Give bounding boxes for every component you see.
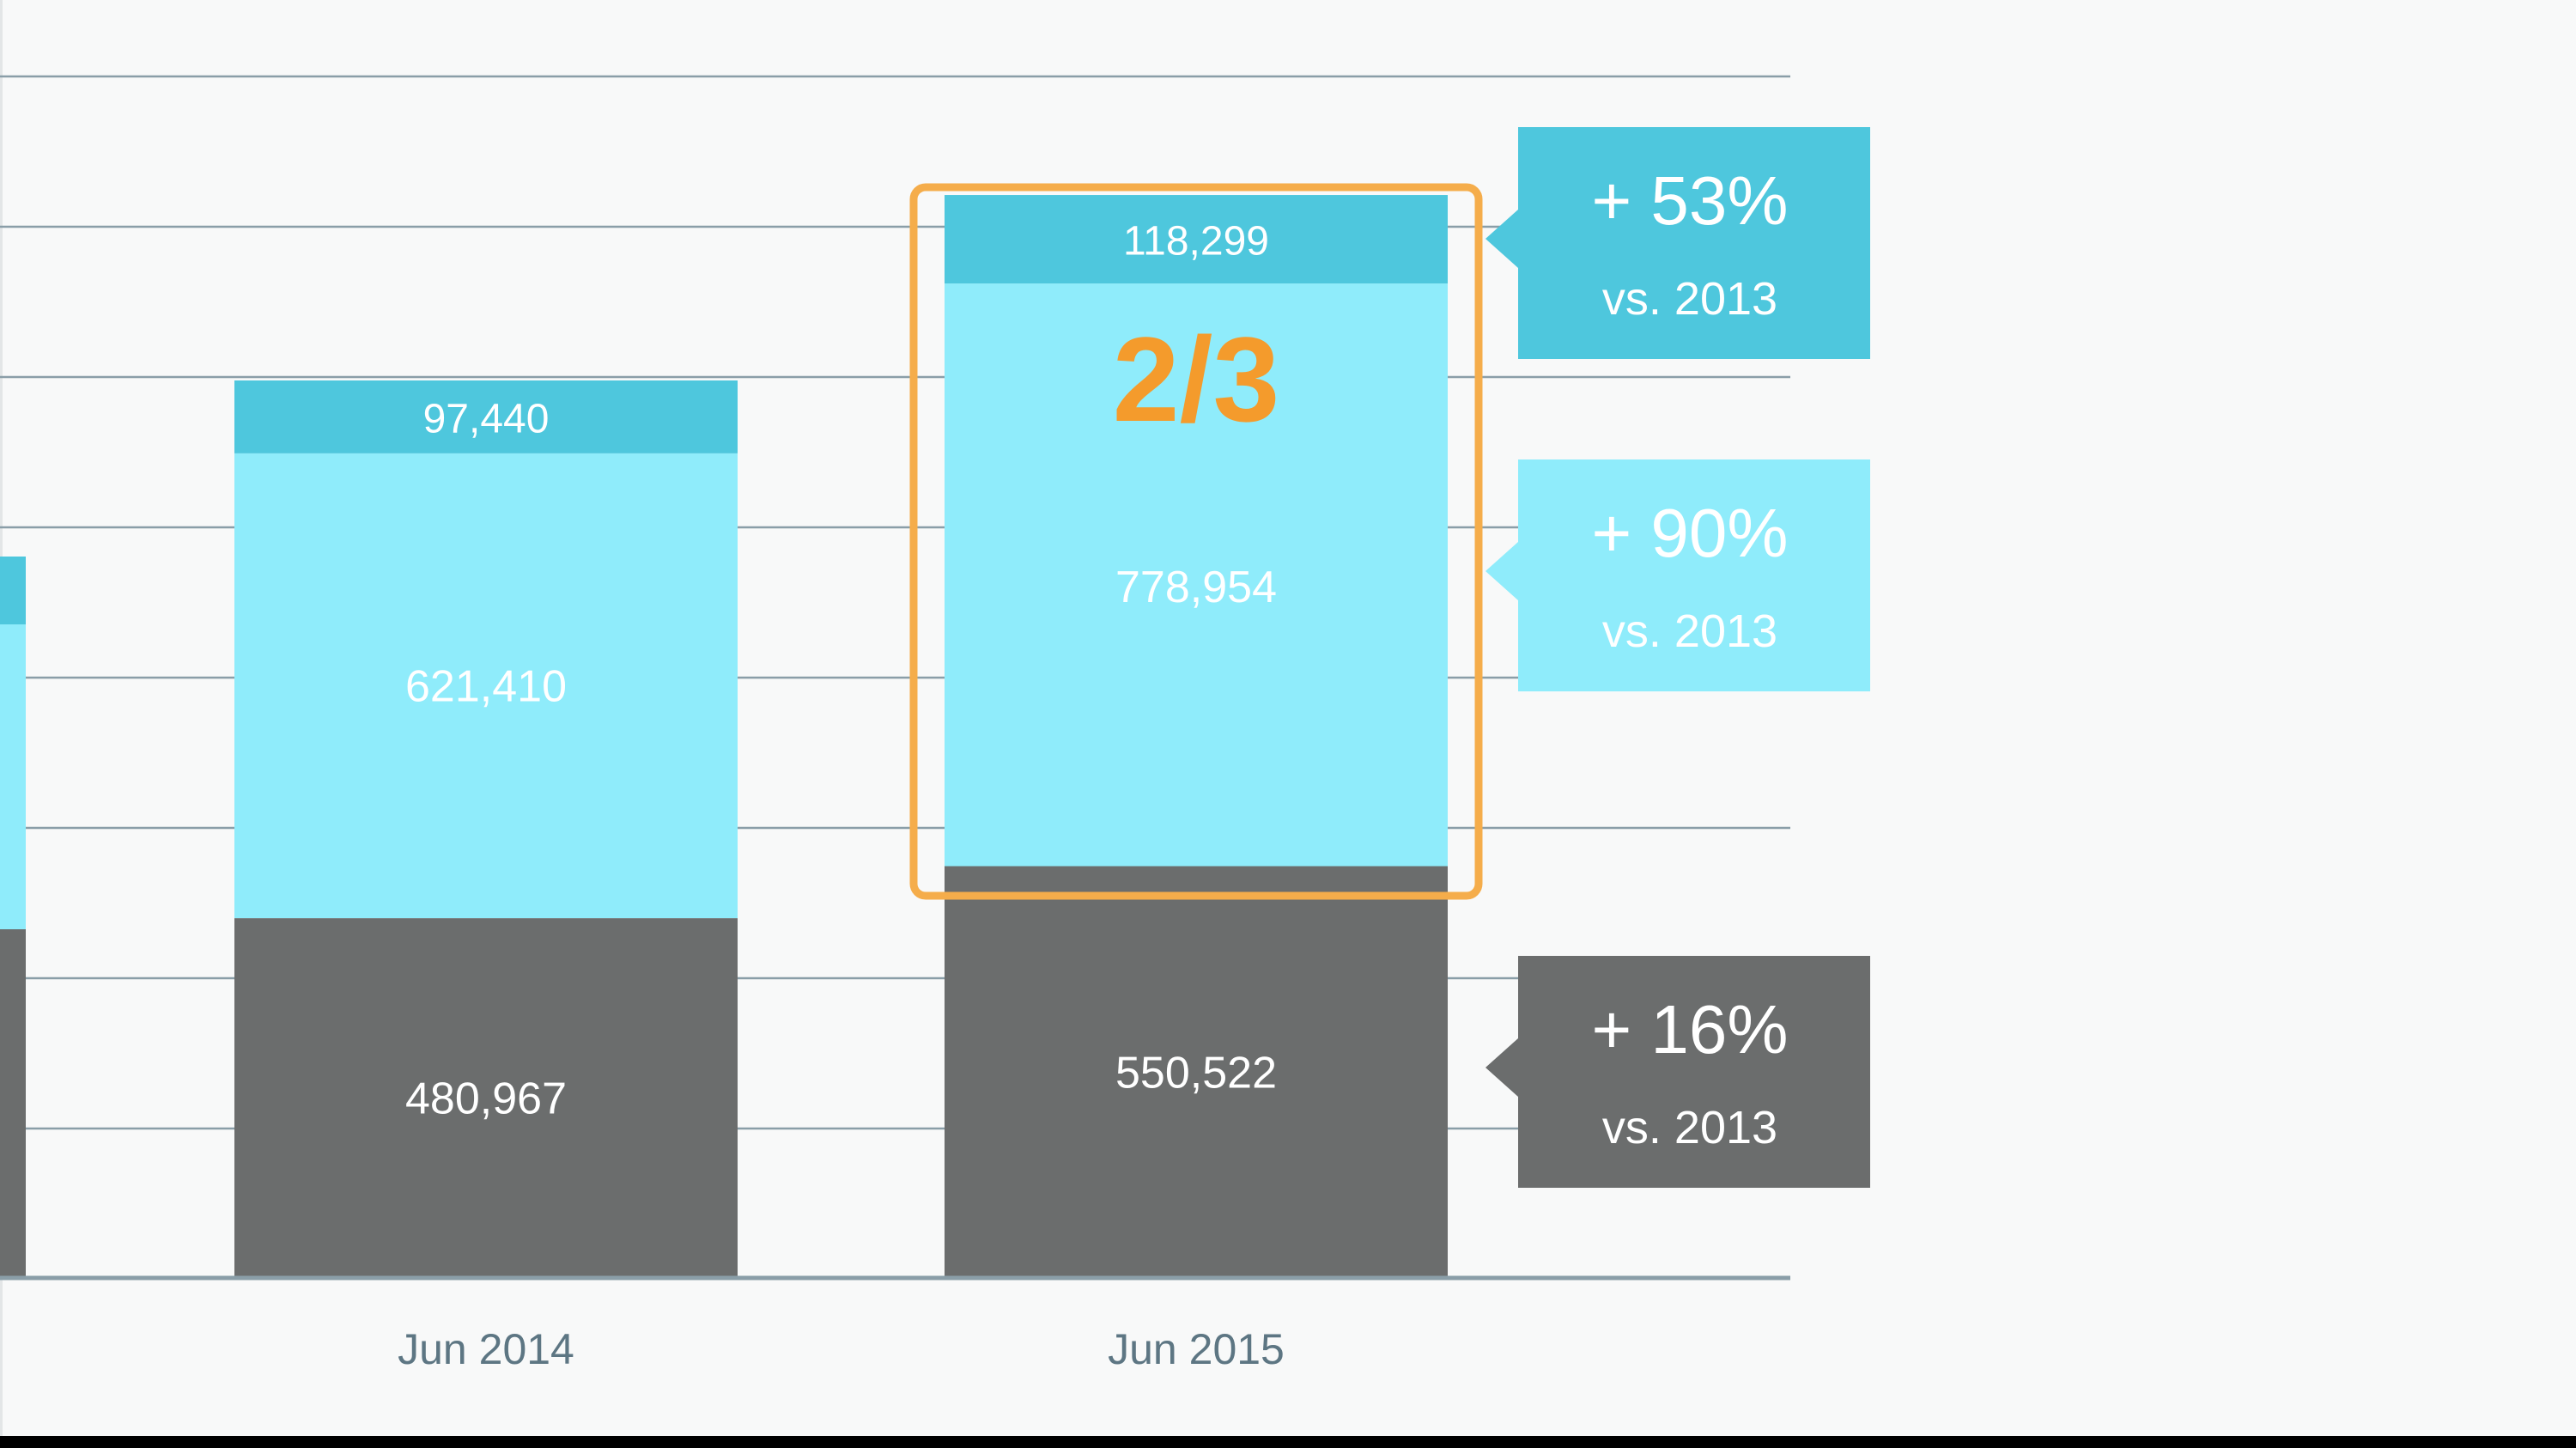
bar-segment	[945, 195, 1448, 284]
data-label: 550,522	[1115, 1048, 1277, 1098]
highlight-box	[909, 183, 1483, 900]
data-label: 480,967	[405, 1074, 567, 1124]
data-label: 118,299	[1123, 219, 1269, 265]
callout-box	[1518, 459, 1870, 691]
bar-segment	[234, 918, 738, 1278]
callout-box	[1518, 956, 1870, 1188]
callout-pointer	[1485, 1038, 1518, 1097]
callout-comparison-label: vs. 2013	[1602, 273, 1777, 325]
bar-segment-cropped	[0, 557, 26, 624]
data-label: 778,954	[1115, 563, 1277, 612]
bar-segment-cropped	[0, 624, 26, 929]
callout-change-label: + 53%	[1591, 162, 1788, 239]
bar-segment	[234, 380, 738, 453]
highlight-fraction-label: 2/3	[1113, 312, 1280, 447]
data-label: 621,410	[405, 661, 567, 711]
x-tick-label: Jun 2014	[398, 1325, 574, 1373]
callout-pointer	[1485, 210, 1518, 268]
callout-change-label: + 90%	[1591, 495, 1788, 571]
bar-segment	[945, 866, 1448, 1278]
callout-comparison-label: vs. 2013	[1602, 1102, 1777, 1153]
data-label: 97,440	[423, 396, 550, 441]
callout-pointer	[1485, 542, 1518, 600]
bar-segment-cropped	[0, 929, 26, 1278]
x-tick-label: Jun 2015	[1108, 1325, 1285, 1373]
callout-box	[1518, 127, 1870, 359]
callout-change-label: + 16%	[1591, 991, 1788, 1068]
bottom-frame-bar	[0, 1436, 2576, 1448]
callout-comparison-label: vs. 2013	[1602, 605, 1777, 657]
bar-segment	[234, 453, 738, 919]
bar-segment	[945, 283, 1448, 867]
